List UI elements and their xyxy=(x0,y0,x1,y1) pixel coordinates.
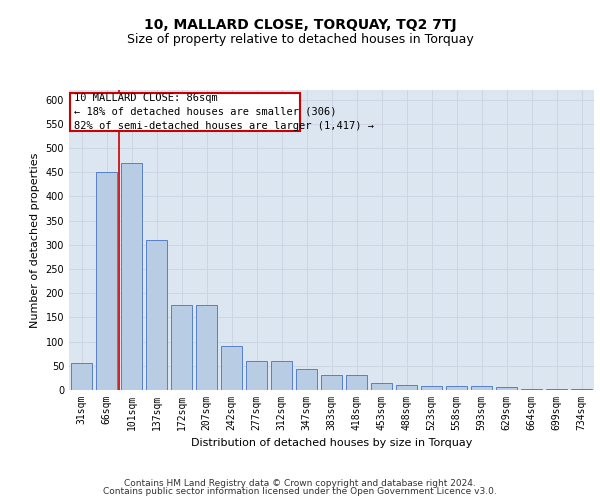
Bar xyxy=(371,382,392,390)
Bar xyxy=(321,374,342,390)
Bar xyxy=(246,361,267,390)
Bar xyxy=(146,240,167,390)
Bar xyxy=(296,369,317,390)
Text: Size of property relative to detached houses in Torquay: Size of property relative to detached ho… xyxy=(127,32,473,46)
Y-axis label: Number of detached properties: Number of detached properties xyxy=(30,152,40,328)
Bar xyxy=(446,386,467,390)
Bar xyxy=(396,385,417,390)
Bar xyxy=(221,346,242,390)
Bar xyxy=(346,374,367,390)
Text: 10, MALLARD CLOSE, TORQUAY, TQ2 7TJ: 10, MALLARD CLOSE, TORQUAY, TQ2 7TJ xyxy=(143,18,457,32)
Bar xyxy=(546,388,567,390)
Bar xyxy=(471,386,492,390)
Bar xyxy=(196,306,217,390)
Bar xyxy=(571,388,592,390)
Bar xyxy=(71,364,92,390)
Bar xyxy=(96,172,117,390)
Bar xyxy=(171,306,192,390)
Text: Contains public sector information licensed under the Open Government Licence v3: Contains public sector information licen… xyxy=(103,487,497,496)
Text: Contains HM Land Registry data © Crown copyright and database right 2024.: Contains HM Land Registry data © Crown c… xyxy=(124,478,476,488)
Bar xyxy=(521,388,542,390)
X-axis label: Distribution of detached houses by size in Torquay: Distribution of detached houses by size … xyxy=(191,438,472,448)
Text: 10 MALLARD CLOSE: 86sqm
← 18% of detached houses are smaller (306)
82% of semi-d: 10 MALLARD CLOSE: 86sqm ← 18% of detache… xyxy=(74,92,374,130)
Bar xyxy=(70,94,300,131)
Bar xyxy=(121,162,142,390)
Bar xyxy=(271,361,292,390)
Bar xyxy=(421,386,442,390)
Bar xyxy=(496,387,517,390)
